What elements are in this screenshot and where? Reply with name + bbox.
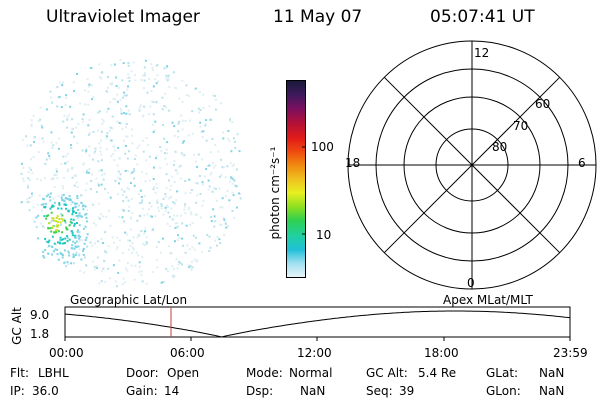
time-label: 05:07:41 UT bbox=[430, 7, 535, 27]
gc-alt-curve bbox=[64, 310, 571, 338]
status-gcalt-value: 5.4 Re bbox=[418, 366, 457, 380]
time-tick-2359: 23:59 bbox=[553, 346, 588, 360]
status-dsp-label: Dsp: bbox=[246, 384, 274, 398]
time-tick-0000: 00:00 bbox=[49, 346, 84, 360]
gc-alt-tick-min: 1.8 bbox=[30, 327, 50, 341]
time-tick-1200: 12:00 bbox=[297, 346, 332, 360]
status-gain-value: 14 bbox=[164, 384, 180, 398]
time-tick-1800: 18:00 bbox=[424, 346, 459, 360]
status-glon-label: GLon: bbox=[486, 384, 521, 398]
status-ip-label: IP: bbox=[10, 384, 25, 398]
status-flt-value: LBHL bbox=[38, 366, 69, 380]
mlt-label-6: 6 bbox=[578, 156, 586, 170]
status-glat-value: NaN bbox=[539, 366, 565, 380]
mlat-label-70: 70 bbox=[513, 119, 529, 133]
uv-image-disc bbox=[20, 59, 242, 288]
colorbar-tick-10: 10 bbox=[316, 228, 332, 242]
time-tick-0600: 06:00 bbox=[170, 346, 205, 360]
status-dsp-value: NaN bbox=[300, 384, 326, 398]
mlt-label-0: 0 bbox=[467, 276, 475, 290]
status-mode-label: Mode: bbox=[246, 366, 283, 380]
status-seq-label: Seq: bbox=[366, 384, 393, 398]
status-glat-label: GLat: bbox=[486, 366, 519, 380]
status-mode-value: Normal bbox=[289, 366, 333, 380]
status-gain-label: Gain: bbox=[126, 384, 158, 398]
apex-caption: Apex MLat/MLT bbox=[443, 293, 533, 307]
date-label: 11 May 07 bbox=[273, 7, 363, 27]
geographic-caption: Geographic Lat/Lon bbox=[70, 293, 188, 307]
status-gcalt-label: GC Alt: bbox=[366, 366, 408, 380]
mlt-label-18: 18 bbox=[345, 156, 361, 170]
gc-alt-tick-max: 9.0 bbox=[30, 308, 50, 322]
colorbar bbox=[286, 80, 306, 278]
colorbar-tick-100: 100 bbox=[311, 140, 334, 154]
status-flt-label: Flt: bbox=[10, 366, 29, 380]
status-ip-value: 36.0 bbox=[32, 384, 59, 398]
mlt-label-12: 12 bbox=[474, 46, 490, 60]
mlat-label-60: 60 bbox=[535, 97, 551, 111]
colorbar-ticks bbox=[302, 146, 306, 235]
status-glon-value: NaN bbox=[539, 384, 565, 398]
mlat-label-80: 80 bbox=[492, 140, 508, 154]
status-door-label: Door: bbox=[126, 366, 159, 380]
status-seq-value: 39 bbox=[399, 384, 415, 398]
status-door-value: Open bbox=[167, 366, 200, 380]
app-title: Ultraviolet Imager bbox=[46, 7, 200, 27]
